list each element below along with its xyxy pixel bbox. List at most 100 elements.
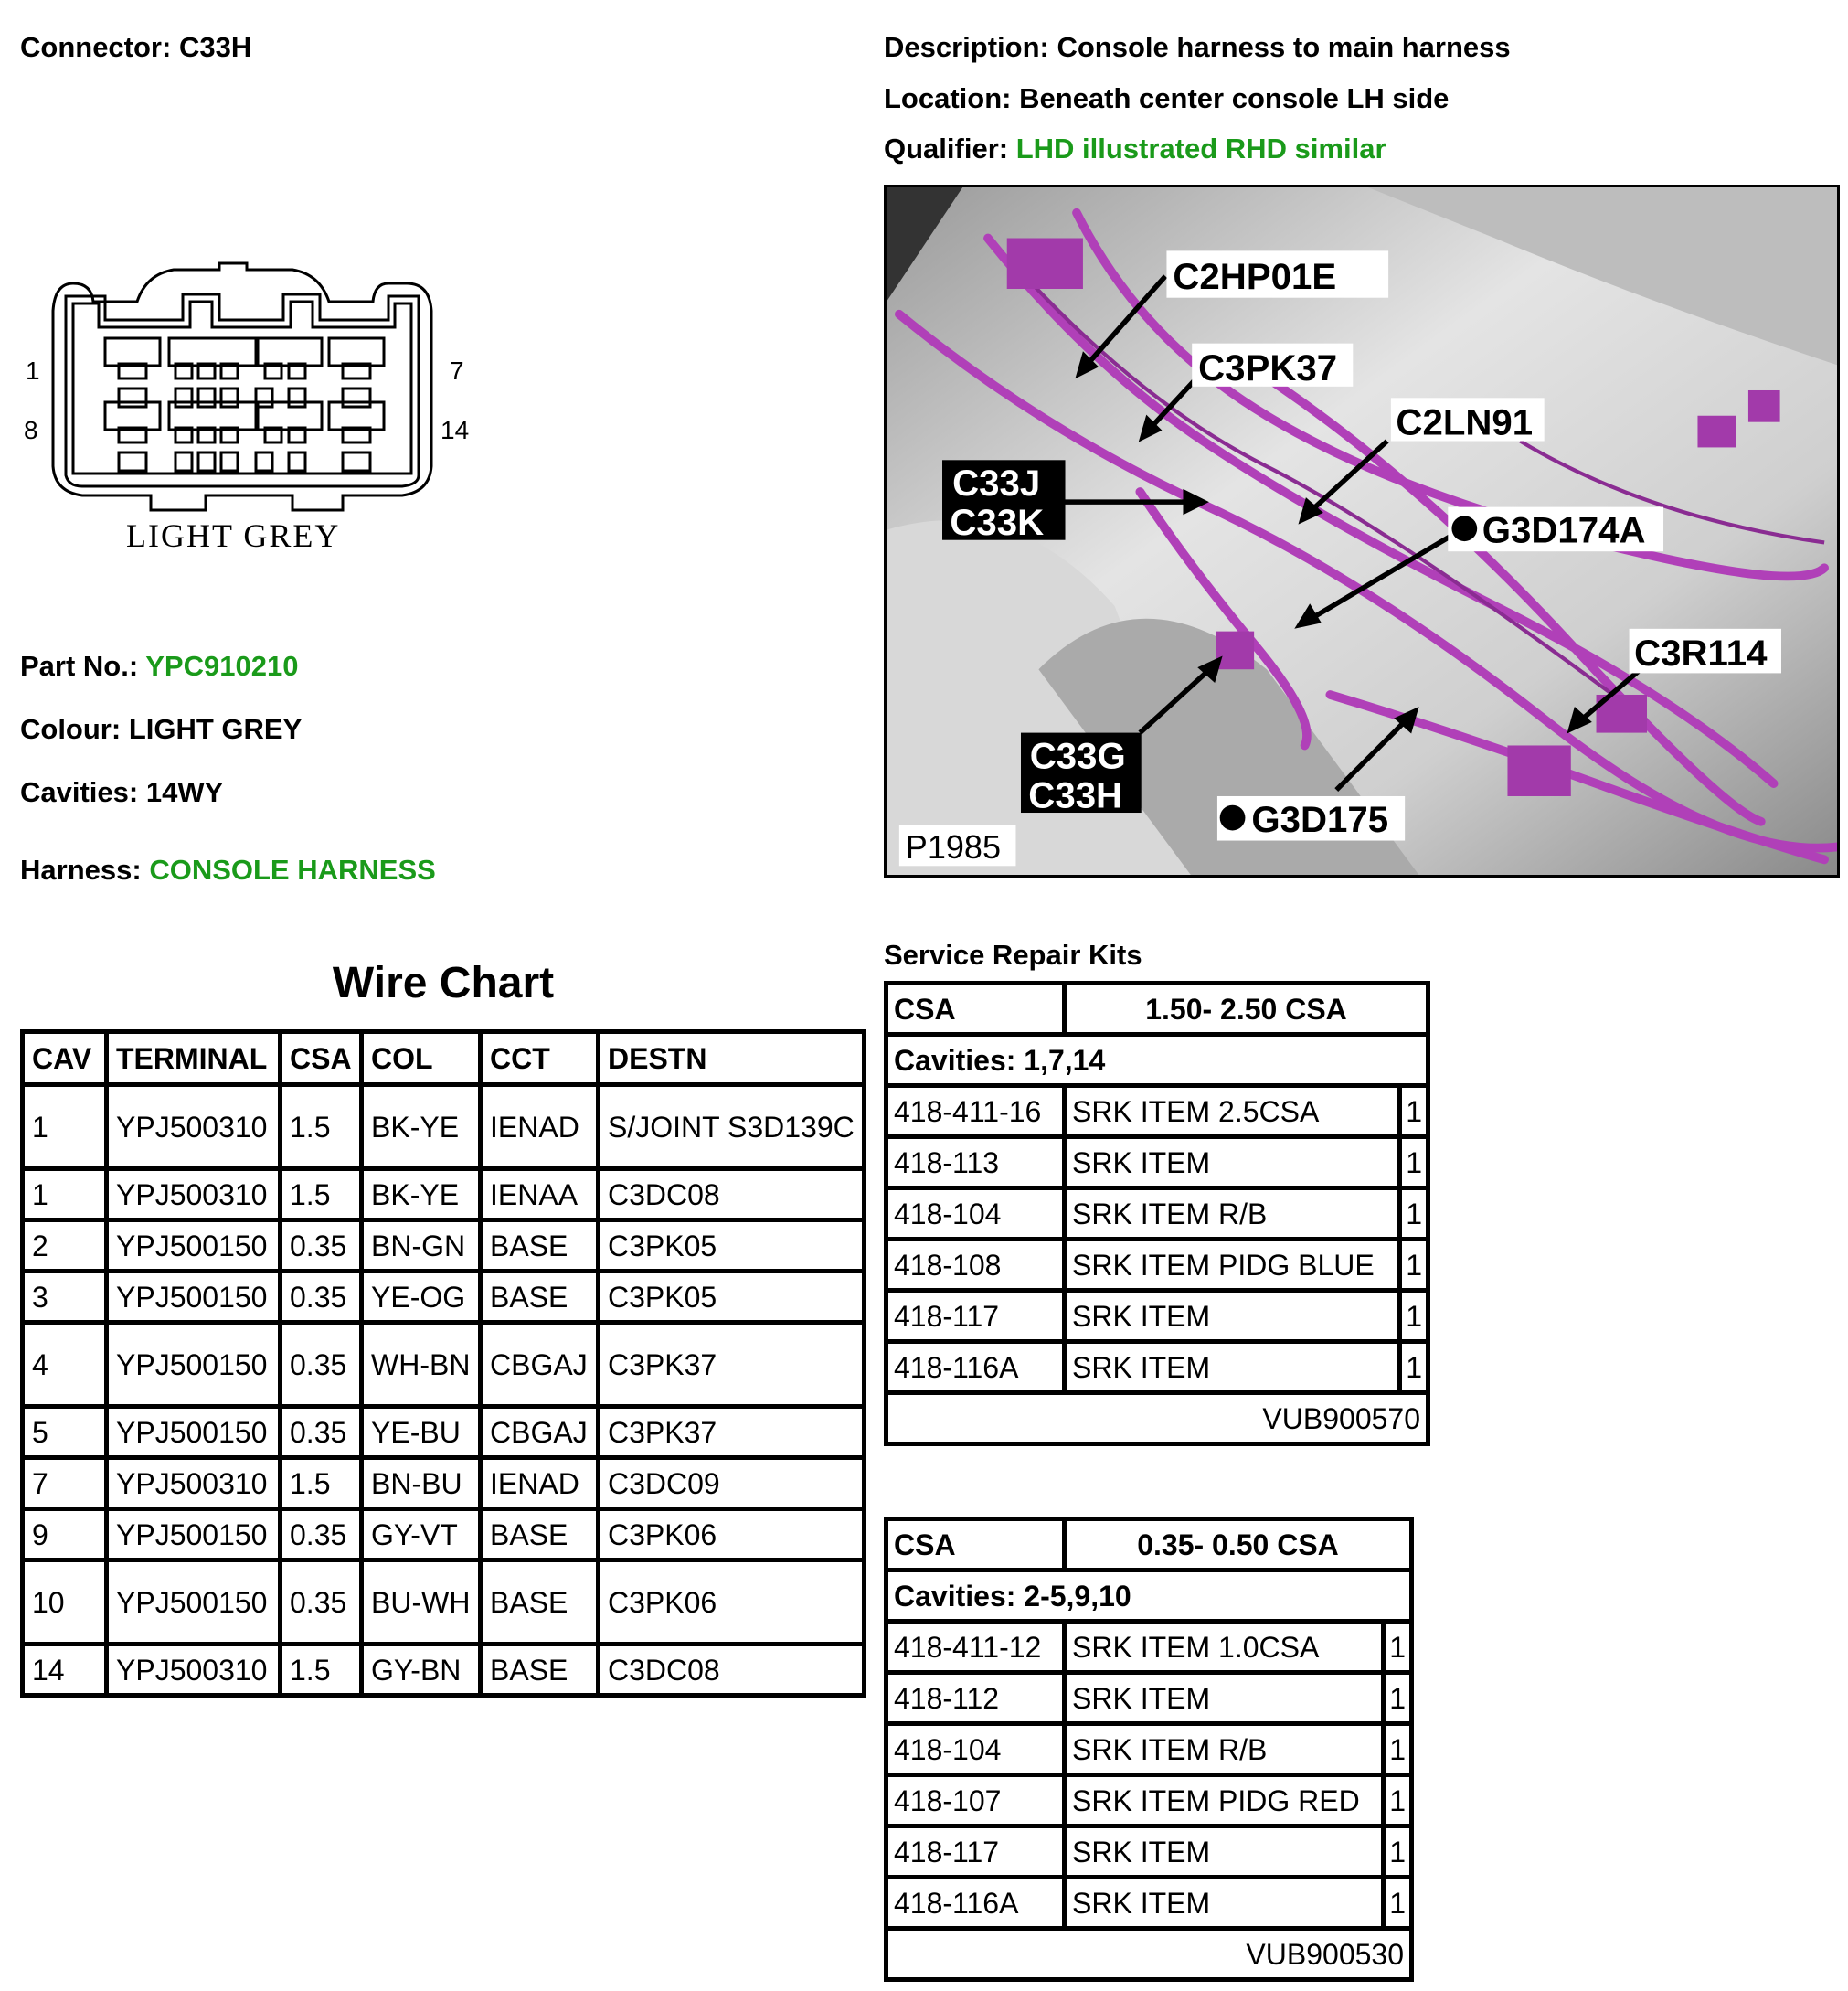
harness-illustration: C2HP01E C3PK37 C2LN91 C33J C33K G3D174A … — [887, 187, 1837, 875]
harness-value: CONSOLE HARNESS — [149, 854, 436, 886]
table-row: 5 YPJ500150 0.35 YE-BU CBGAJ C3PK37 — [20, 1404, 866, 1460]
column-header-cct: CCT — [478, 1029, 600, 1087]
kit-item-row: 418-108 SRK ITEM PIDG BLUE 1 — [884, 1237, 1430, 1293]
kit-item-quantity: 1 — [1397, 1083, 1430, 1139]
table-row: 1 YPJ500310 1.5 BK-YE IENAD S/JOINT S3D139C — [20, 1082, 866, 1171]
cell-col: YE-BU — [359, 1404, 483, 1460]
kit-item-quantity: 1 — [1381, 1721, 1414, 1777]
kit-item-quantity: 1 — [1397, 1237, 1430, 1293]
wire-chart-title: Wire Chart — [332, 959, 555, 1007]
cell-cav: 3 — [20, 1269, 109, 1325]
wire-chart-table: CAV TERMINAL CSA COL CCT DESTN 1 YPJ500310 1.5 B… — [20, 1029, 866, 1698]
cell-cct: BASE — [478, 1642, 600, 1698]
kit-item-quantity: 1 — [1397, 1339, 1430, 1395]
kit-item-quantity: 1 — [1381, 1824, 1414, 1879]
table-row: 14 YPJ500310 1.5 GY-BN BASE C3DC08 — [20, 1642, 866, 1698]
cell-cct: IENAD — [478, 1082, 600, 1171]
cell-col: YE-OG — [359, 1269, 483, 1325]
kit-item-row: 418-104 SRK ITEM R/B 1 — [884, 1186, 1430, 1241]
cell-cct: IENAA — [478, 1166, 600, 1222]
pin-label-7: 7 — [450, 357, 464, 385]
kit-number-row: VUB900570 — [884, 1390, 1430, 1446]
kit-cavities-row: Cavities: 1,7,14 — [884, 1032, 1430, 1088]
kit-item-quantity: 1 — [1381, 1773, 1414, 1828]
cell-terminal: YPJ500310 — [104, 1642, 282, 1698]
part-no-label: Part No.: — [20, 650, 139, 682]
photo-label-c3r114: C3R114 — [1634, 633, 1768, 674]
column-header-destn: DESTN — [596, 1029, 866, 1087]
kit-cavities: Cavities: 2-5,9,10 — [884, 1568, 1414, 1624]
cell-cct: BASE — [478, 1218, 600, 1273]
kit-item-quantity: 1 — [1381, 1670, 1414, 1726]
cell-terminal: YPJ500150 — [104, 1269, 282, 1325]
qualifier: Qualifier: LHD illustrated RHD similar — [884, 133, 1386, 165]
cell-cav: 14 — [20, 1642, 109, 1698]
cell-cav: 4 — [20, 1320, 109, 1409]
cell-csa: 1.5 — [278, 1642, 364, 1698]
photo-label-c33k: C33K — [950, 502, 1044, 543]
cell-cct: BASE — [478, 1558, 600, 1646]
cell-cct: CBGAJ — [478, 1404, 600, 1460]
part-no-value: YPC910210 — [145, 650, 299, 682]
kit-csa-label: CSA — [884, 981, 1067, 1037]
cell-cav: 7 — [20, 1455, 109, 1511]
cell-cav: 10 — [20, 1558, 109, 1646]
repair-kit-table-2: CSA 0.35- 0.50 CSA Cavities: 2-5,9,10 418-4… — [884, 1517, 1414, 1982]
cell-destn: C3DC08 — [596, 1166, 866, 1222]
kit-item-quantity: 1 — [1397, 1186, 1430, 1241]
kit-part-number: 418-116A — [884, 1339, 1067, 1395]
photo-label-c33g: C33G — [1030, 735, 1126, 776]
kit-item-row: 418-116A SRK ITEM 1 — [884, 1875, 1414, 1931]
kit-number-row: VUB900530 — [884, 1926, 1414, 1982]
kit-item-row: 418-411-16 SRK ITEM 2.5CSA 1 — [884, 1083, 1430, 1139]
table-row: 1 YPJ500310 1.5 BK-YE IENAA C3DC08 — [20, 1166, 866, 1222]
kit-item-quantity: 1 — [1381, 1875, 1414, 1931]
cell-terminal: YPJ500150 — [104, 1507, 282, 1562]
kit-item-description: SRK ITEM — [1061, 1288, 1403, 1344]
cell-csa: 1.5 — [278, 1082, 364, 1171]
cell-terminal: YPJ500150 — [104, 1558, 282, 1646]
connector-label: Connector: — [20, 31, 172, 63]
cell-cct: CBGAJ — [478, 1320, 600, 1409]
kit-item-description: SRK ITEM — [1061, 1824, 1386, 1879]
cell-cav: 5 — [20, 1404, 109, 1460]
cell-destn: C3DC08 — [596, 1642, 866, 1698]
cell-cav: 2 — [20, 1218, 109, 1273]
photo-label-c33j: C33J — [952, 463, 1040, 504]
qualifier-label: Qualifier: — [884, 133, 1009, 165]
cell-csa: 0.35 — [278, 1507, 364, 1562]
column-header-col: COL — [359, 1029, 483, 1087]
cell-destn: C3PK06 — [596, 1507, 866, 1562]
column-header-cav: CAV — [20, 1029, 109, 1087]
cell-terminal: YPJ500310 — [104, 1166, 282, 1222]
photo-reference: P1985 — [906, 828, 1001, 866]
kit-item-quantity: 1 — [1397, 1134, 1430, 1190]
cavities-value: 14WY — [145, 776, 224, 808]
kit-csa-label: CSA — [884, 1517, 1067, 1572]
cell-cav: 1 — [20, 1082, 109, 1171]
cell-destn: S/JOINT S3D139C — [596, 1082, 866, 1171]
kit-csa-range: 1.50- 2.50 CSA — [1062, 981, 1430, 1037]
connector-value: C33H — [178, 31, 252, 63]
colour-label: Colour: — [20, 713, 122, 745]
cell-col: BN-GN — [359, 1218, 483, 1273]
cell-destn: C3PK37 — [596, 1320, 866, 1409]
cell-col: BN-BU — [359, 1455, 483, 1511]
table-row: 2 YPJ500150 0.35 BN-GN BASE C3PK05 — [20, 1218, 866, 1273]
table-row: 7 YPJ500310 1.5 BN-BU IENAD C3DC09 — [20, 1455, 866, 1511]
kit-part-number: 418-104 — [884, 1186, 1067, 1241]
kit-item-row: 418-107 SRK ITEM PIDG RED 1 — [884, 1773, 1414, 1828]
harness-label: Harness: — [20, 854, 142, 886]
kit-item-description: SRK ITEM — [1061, 1134, 1403, 1190]
location: Location: Beneath center console LH side — [884, 82, 1449, 115]
cell-cct: IENAD — [478, 1455, 600, 1511]
kit-cavities-row: Cavities: 2-5,9,10 — [884, 1568, 1414, 1624]
kit-part-number: 418-117 — [884, 1288, 1067, 1344]
cell-col: BU-WH — [359, 1558, 483, 1646]
cell-destn: C3PK05 — [596, 1218, 866, 1273]
photo-label-g3d175: G3D175 — [1251, 799, 1388, 840]
description-label: Description: — [884, 31, 1049, 63]
kit-item-row: 418-411-12 SRK ITEM 1.0CSA 1 — [884, 1619, 1414, 1675]
cell-cav: 1 — [20, 1166, 109, 1222]
table-row: 4 YPJ500150 0.35 WH-BN CBGAJ C3PK37 — [20, 1320, 866, 1409]
